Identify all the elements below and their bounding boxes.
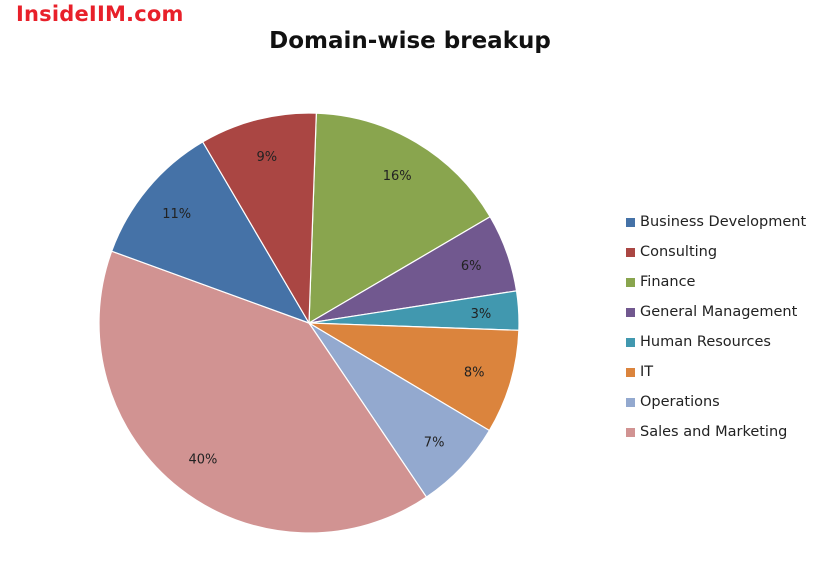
pie-slice-sales-and-marketing xyxy=(98,250,428,534)
legend-label: Human Resources xyxy=(640,334,771,350)
legend-swatch xyxy=(626,307,635,317)
legend-swatch xyxy=(626,337,635,347)
legend-item-consulting: Consulting xyxy=(626,237,806,267)
data-label-business-development: 11% xyxy=(162,207,191,222)
legend-item-general-management: General Management xyxy=(626,297,806,327)
legend-swatch xyxy=(626,277,635,287)
data-label-consulting: 9% xyxy=(256,150,277,165)
legend-label: Finance xyxy=(640,274,696,290)
legend-label: Business Development xyxy=(640,214,807,230)
data-label-human-resources: 3% xyxy=(471,307,492,322)
legend-label: Operations xyxy=(640,394,720,410)
chart-title: Domain-wise breakup xyxy=(0,28,820,54)
legend-item-business-development: Business Development xyxy=(626,207,806,237)
legend-item-human-resources: Human Resources xyxy=(626,327,806,357)
data-label-operations: 7% xyxy=(424,435,445,450)
legend-item-it: IT xyxy=(626,357,806,387)
legend-label: Consulting xyxy=(640,244,718,260)
legend-label: IT xyxy=(640,364,654,380)
legend-item-finance: Finance xyxy=(626,267,806,297)
legend-swatch xyxy=(626,397,635,407)
pie-slice-business-development xyxy=(110,141,311,325)
pie-slice-finance xyxy=(308,112,491,325)
pie-slice-consulting xyxy=(201,112,317,326)
pie-slice-it xyxy=(308,322,520,432)
legend-item-sales-and-marketing: Sales and Marketing xyxy=(626,417,806,447)
chart-title-text: Domain-wise breakup xyxy=(269,28,551,54)
legend-label: Sales and Marketing xyxy=(640,424,788,440)
data-label-sales-and-marketing: 40% xyxy=(189,453,218,468)
legend-swatch xyxy=(626,247,635,257)
data-label-finance: 16% xyxy=(383,169,412,184)
legend-label: General Management xyxy=(640,304,798,320)
legend: Business Development Consulting Finance Gen… xyxy=(626,207,806,447)
legend-swatch xyxy=(626,367,635,377)
legend-item-operations: Operations xyxy=(626,387,806,417)
watermark-logo: InsideIIM.com xyxy=(16,2,184,26)
legend-swatch xyxy=(626,217,635,227)
legend-swatch xyxy=(626,427,635,437)
data-label-general-management: 6% xyxy=(461,259,482,274)
data-label-it: 8% xyxy=(464,366,485,381)
